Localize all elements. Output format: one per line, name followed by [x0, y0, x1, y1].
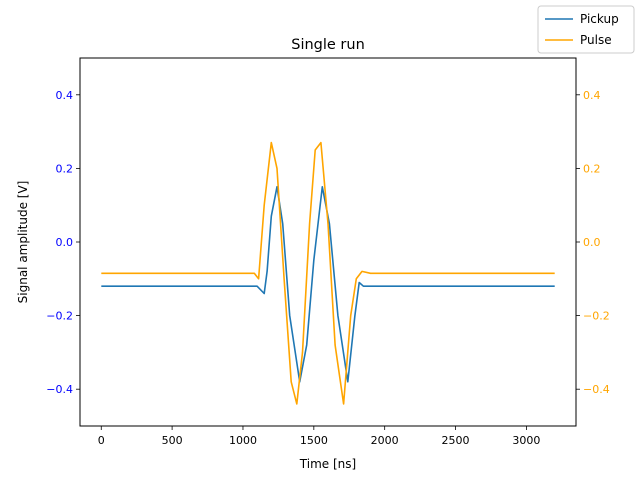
x-tick-label: 500 [162, 434, 183, 447]
x-tick-label: 1000 [229, 434, 257, 447]
y-tick-label-right: −0.2 [583, 310, 610, 323]
x-axis-label: Time [ns] [299, 457, 356, 471]
y-tick-label-right: −0.4 [583, 383, 610, 396]
y-tick-label-right: 0.0 [583, 236, 601, 249]
y-axis-left: 0.4 0.2 0.0 −0.2 −0.4 [46, 89, 80, 396]
chart-title: Single run [291, 37, 365, 53]
series-line-pickup [101, 186, 555, 383]
y-tick-label-right: 0.2 [583, 162, 601, 175]
y-tick-label-right: 0.4 [583, 89, 601, 102]
series-layer [101, 141, 555, 405]
legend: Pickup Pulse [537, 5, 635, 54]
y-tick-label-left: 0.2 [56, 162, 74, 175]
series-line-pulse [101, 141, 555, 405]
x-tick-label: 0 [98, 434, 105, 447]
legend-frame [537, 5, 635, 54]
legend-label-pulse: Pulse [580, 33, 612, 47]
y-tick-label-left: −0.4 [46, 383, 73, 396]
plot-area [79, 57, 577, 427]
y-tick-label-left: 0.0 [56, 236, 74, 249]
y-tick-label-left: 0.4 [56, 89, 74, 102]
y-axis-right: 0.4 0.2 0.0 −0.2 −0.4 [576, 89, 610, 396]
y-axis-label-left: Signal amplitude [V] [16, 181, 30, 304]
y-tick-label-left: −0.2 [46, 310, 73, 323]
legend-label-pickup: Pickup [580, 12, 619, 26]
x-tick-label: 2500 [442, 434, 470, 447]
x-axis: 0 500 1000 1500 2000 2500 3000 [98, 426, 540, 447]
x-tick-label: 2000 [371, 434, 399, 447]
x-tick-label: 3000 [512, 434, 540, 447]
x-tick-label: 1500 [300, 434, 328, 447]
